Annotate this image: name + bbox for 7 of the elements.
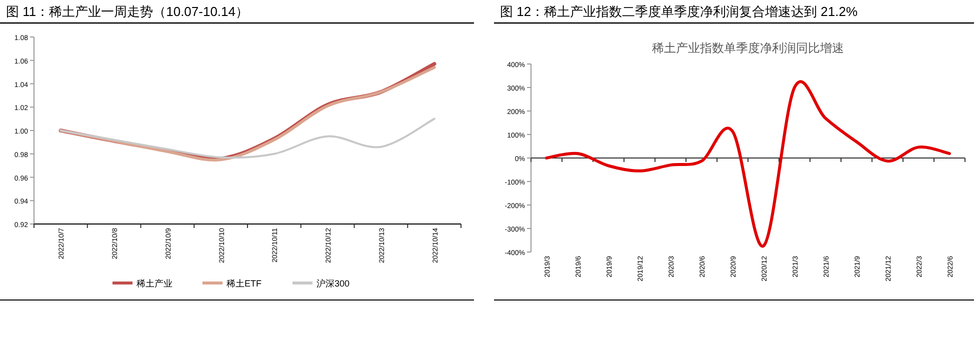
legend-label: 稀土产业 [136,278,172,288]
chart-title: 图 12：稀土产业指数二季度单季度净利润复合增速达到 21.2% [500,4,858,19]
legend-label: 沪深300 [316,278,350,288]
line-series [60,118,436,159]
legend-label: 稀土ETF [226,278,262,288]
chart-subtitle: 稀土产业指数单季度净利润同比增速 [652,41,844,55]
chart-title: 图 11：稀土产业一周走势（10.07-10.14） [6,4,248,19]
